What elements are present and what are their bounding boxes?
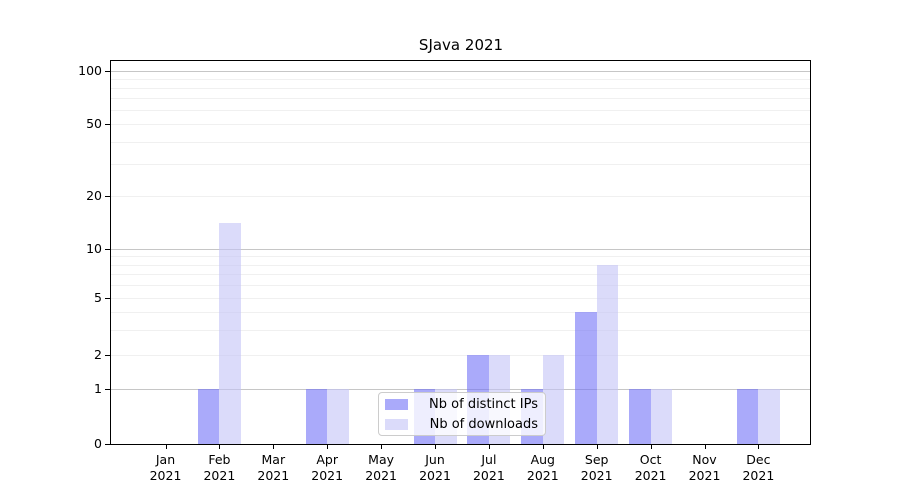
x-tick-label: Nov 2021 bbox=[688, 452, 721, 483]
x-tick-mark bbox=[596, 444, 598, 449]
x-tick-mark bbox=[488, 444, 490, 449]
gridline-major bbox=[111, 249, 810, 250]
y-tick-mark bbox=[105, 355, 110, 356]
x-tick-label: Jun 2021 bbox=[419, 452, 451, 483]
legend-label-downloads: Nb of downloads bbox=[429, 416, 538, 432]
gridline-minor bbox=[111, 311, 810, 313]
x-tick-label: Sep 2021 bbox=[580, 452, 613, 483]
bar-distinct-ips bbox=[197, 389, 220, 444]
x-tick-label: May 2021 bbox=[365, 452, 397, 483]
y-tick-mark bbox=[105, 298, 110, 299]
plot-area bbox=[110, 60, 811, 445]
bar-downloads bbox=[327, 389, 349, 444]
gridline-major bbox=[111, 71, 810, 72]
legend-item-downloads: Nb of downloads bbox=[385, 416, 538, 432]
y-tick-label: 5 bbox=[94, 290, 102, 305]
bar-distinct-ips bbox=[305, 389, 328, 444]
gridline-minor bbox=[111, 329, 810, 331]
legend-swatch-downloads bbox=[385, 418, 408, 430]
y-tick-mark bbox=[105, 71, 110, 72]
x-tick-label: Jul 2021 bbox=[472, 452, 505, 483]
gridline-minor bbox=[111, 88, 810, 90]
y-tick-label: 50 bbox=[86, 116, 102, 131]
y-tick-label: 2 bbox=[94, 347, 102, 362]
bar-downloads bbox=[650, 389, 673, 444]
y-tick-mark bbox=[105, 124, 110, 125]
x-tick-mark bbox=[273, 444, 275, 449]
bar-distinct-ips bbox=[629, 389, 651, 444]
x-tick-label: Oct 2021 bbox=[634, 452, 667, 483]
legend-label-distinct-ips: Nb of distinct IPs bbox=[429, 396, 538, 412]
x-tick-mark bbox=[219, 444, 221, 449]
x-tick-mark bbox=[704, 444, 706, 449]
x-tick-mark bbox=[758, 444, 760, 449]
gridline-minor bbox=[111, 124, 810, 125]
x-tick-label: Mar 2021 bbox=[257, 452, 290, 483]
bar-distinct-ips bbox=[736, 389, 759, 444]
gridline-minor bbox=[111, 264, 810, 266]
x-tick-mark bbox=[650, 444, 652, 449]
gridline-minor bbox=[111, 196, 810, 197]
gridline-minor bbox=[111, 98, 810, 100]
legend-item-distinct-ips: Nb of distinct IPs bbox=[385, 396, 538, 412]
gridline-minor bbox=[111, 79, 810, 81]
chart-title: SJava 2021 bbox=[418, 36, 504, 54]
gridline-minor bbox=[111, 164, 810, 166]
y-tick-mark bbox=[105, 249, 110, 250]
x-tick-mark bbox=[165, 444, 167, 449]
bar-downloads bbox=[596, 264, 619, 444]
gridline-minor bbox=[111, 256, 810, 258]
y-tick-label: 0 bbox=[94, 436, 102, 451]
bar-downloads bbox=[219, 223, 241, 444]
x-tick-label: Apr 2021 bbox=[311, 452, 344, 483]
x-tick-label: Aug 2021 bbox=[526, 452, 559, 483]
gridline-minor bbox=[111, 141, 810, 143]
y-tick-label: 100 bbox=[78, 63, 102, 78]
x-tick-mark bbox=[327, 444, 329, 449]
y-tick-mark bbox=[105, 196, 110, 197]
bar-downloads bbox=[758, 389, 780, 444]
y-tick-label: 20 bbox=[86, 188, 102, 203]
gridline-major bbox=[111, 389, 810, 390]
x-tick-mark bbox=[381, 444, 383, 449]
x-tick-label: Feb 2021 bbox=[203, 452, 236, 483]
x-tick-mark bbox=[435, 444, 436, 449]
gridline-minor bbox=[111, 355, 810, 356]
x-tick-label: Dec 2021 bbox=[742, 452, 775, 483]
gridline-minor bbox=[111, 298, 810, 299]
gridline-minor bbox=[111, 285, 810, 287]
gridline-minor bbox=[111, 110, 810, 112]
y-tick-mark bbox=[105, 389, 110, 390]
x-tick-mark bbox=[542, 444, 544, 449]
y-tick-label: 10 bbox=[86, 241, 102, 256]
bar-downloads bbox=[542, 355, 565, 444]
x-tick-label: Jan 2021 bbox=[149, 452, 182, 483]
gridline-minor bbox=[111, 274, 810, 276]
legend: Nb of distinct IPs Nb of downloads bbox=[378, 392, 546, 436]
bar-distinct-ips bbox=[575, 311, 597, 444]
y-tick-mark bbox=[105, 444, 110, 445]
legend-swatch-distinct-ips bbox=[385, 398, 408, 410]
y-tick-label: 1 bbox=[94, 381, 102, 396]
